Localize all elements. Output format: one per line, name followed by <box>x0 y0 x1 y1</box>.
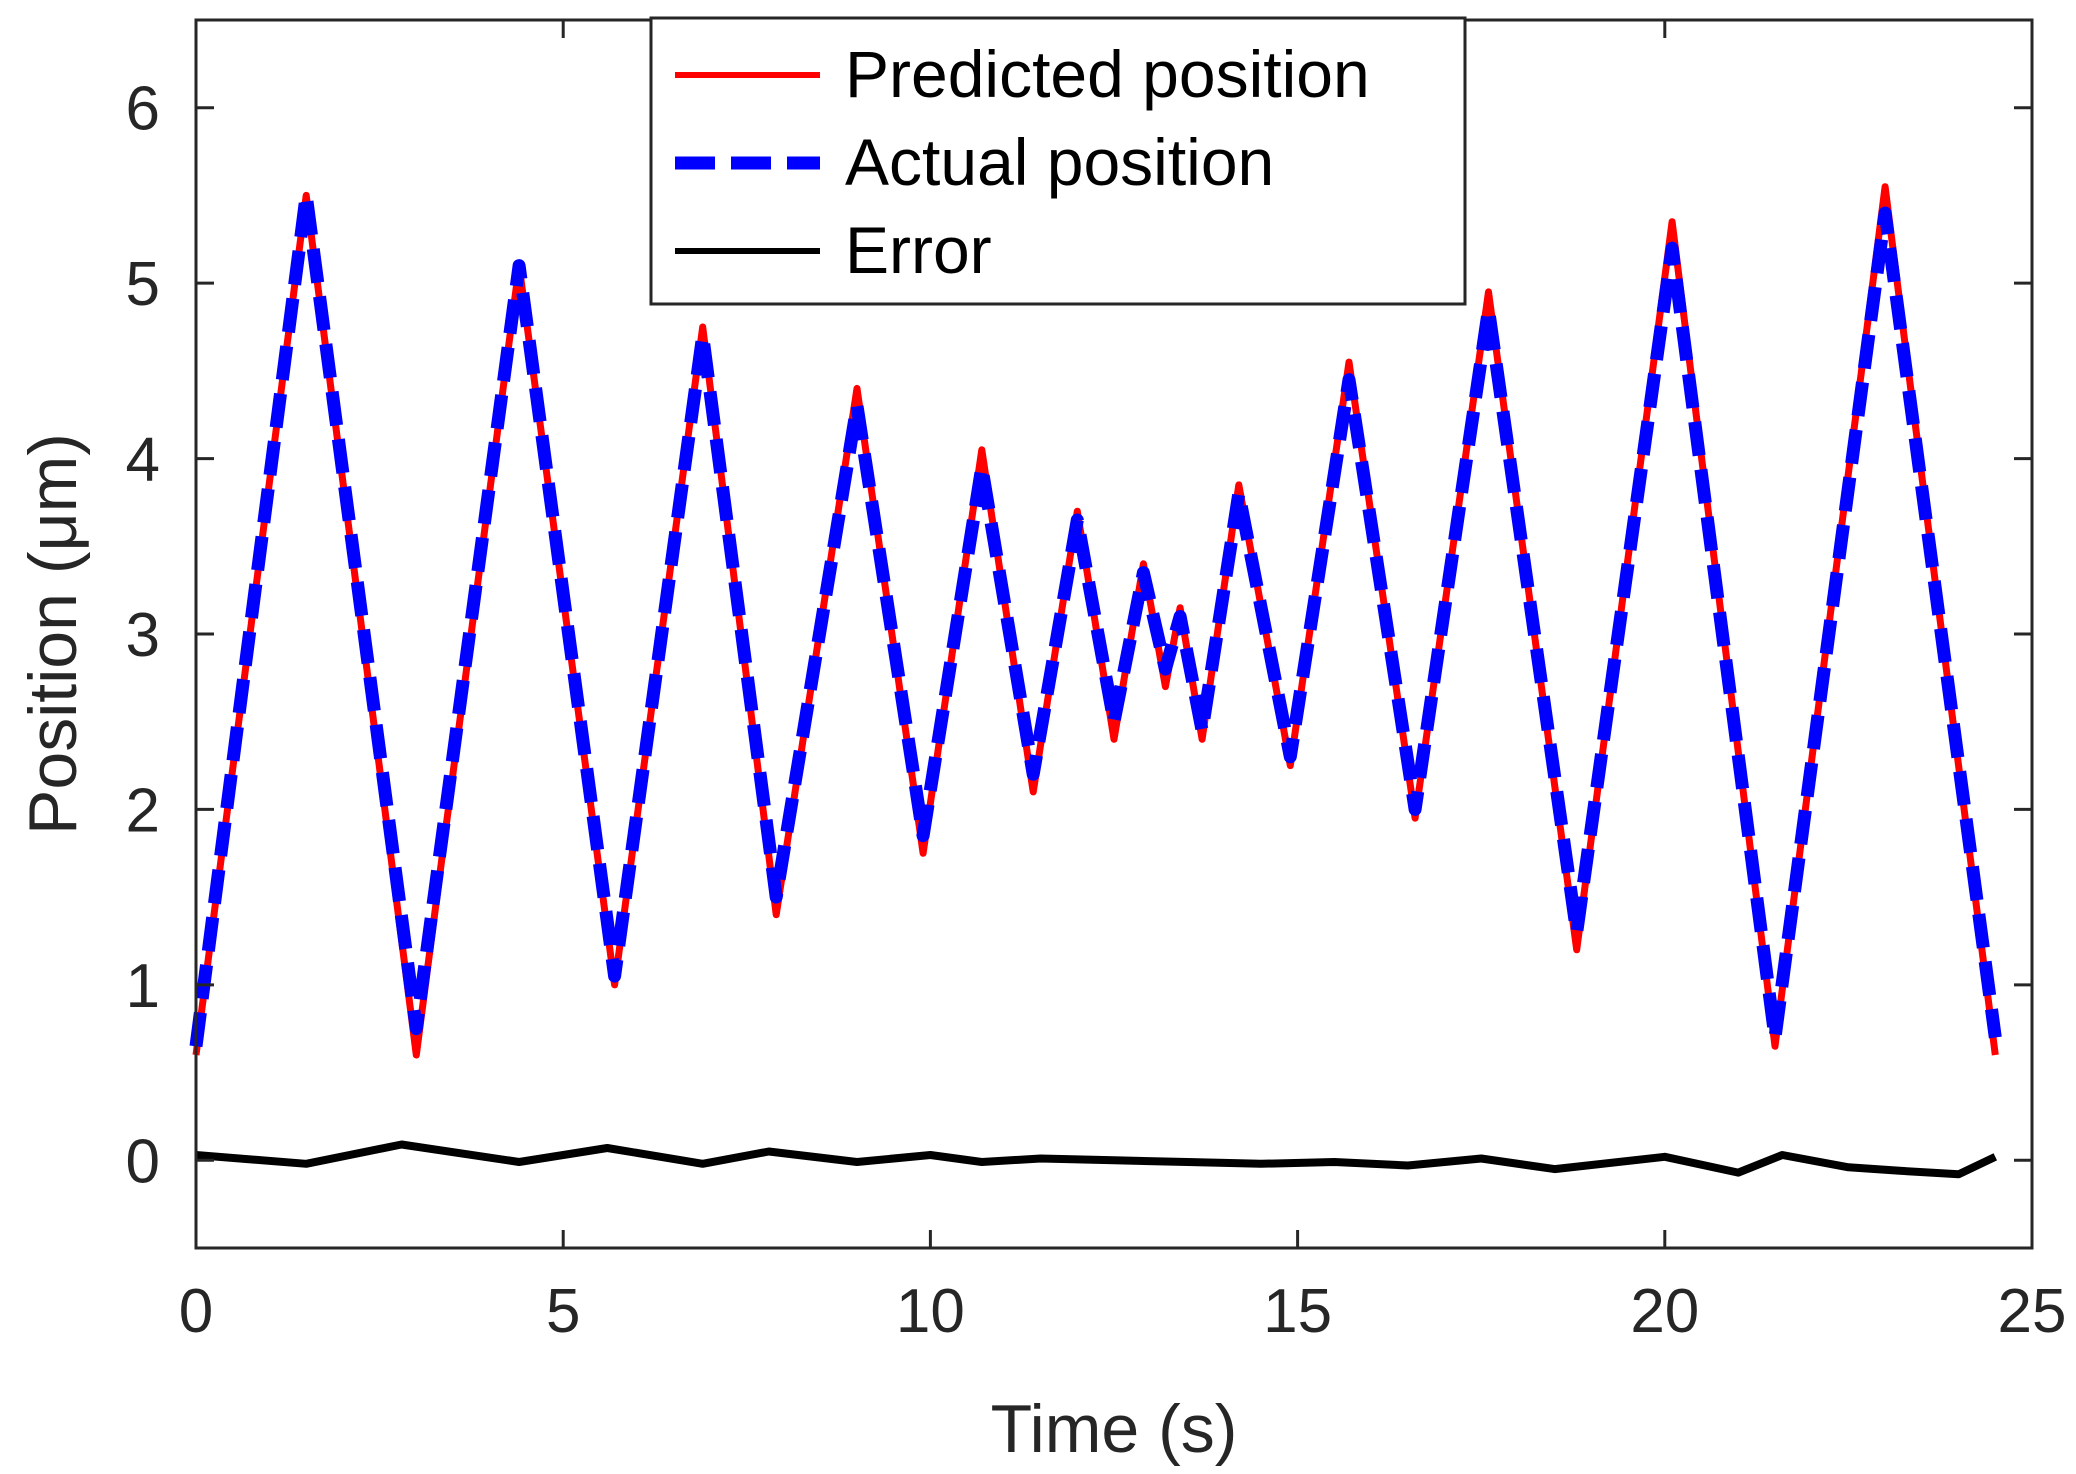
legend-label-error: Error <box>845 213 992 287</box>
y-tick-label: 0 <box>126 1127 160 1196</box>
series-line-predicted-position <box>192 183 1999 1059</box>
x-tick-label: 15 <box>1263 1277 1332 1346</box>
x-tick-label: 10 <box>896 1277 965 1346</box>
series-line-error <box>195 1140 1998 1179</box>
legend-label-actual: Actual position <box>845 125 1274 199</box>
y-axis-label: Position (μm) <box>15 433 91 835</box>
y-tick-label: 1 <box>126 952 160 1021</box>
x-tick-label: 5 <box>546 1277 580 1346</box>
y-tick-label: 4 <box>126 426 160 495</box>
x-tick-label: 0 <box>179 1277 213 1346</box>
legend: Predicted position Actual position Error <box>649 16 1467 306</box>
y-tick-label: 6 <box>126 75 160 144</box>
series-line-actual-position <box>189 188 2002 1048</box>
x-tick-label: 25 <box>1998 1277 2067 1346</box>
x-axis-label: Time (s) <box>991 1391 1238 1467</box>
y-tick-label: 2 <box>126 776 160 845</box>
series-layer <box>189 183 2002 1179</box>
x-tick-label: 20 <box>1630 1277 1699 1346</box>
y-tick-label: 5 <box>126 250 160 319</box>
legend-label-predicted: Predicted position <box>845 37 1370 111</box>
y-tick-label: 3 <box>126 601 160 670</box>
tick-layer: 0 5 10 15 20 25 0 1 2 3 4 5 6 <box>126 20 2067 1346</box>
legend-box <box>649 16 1467 306</box>
